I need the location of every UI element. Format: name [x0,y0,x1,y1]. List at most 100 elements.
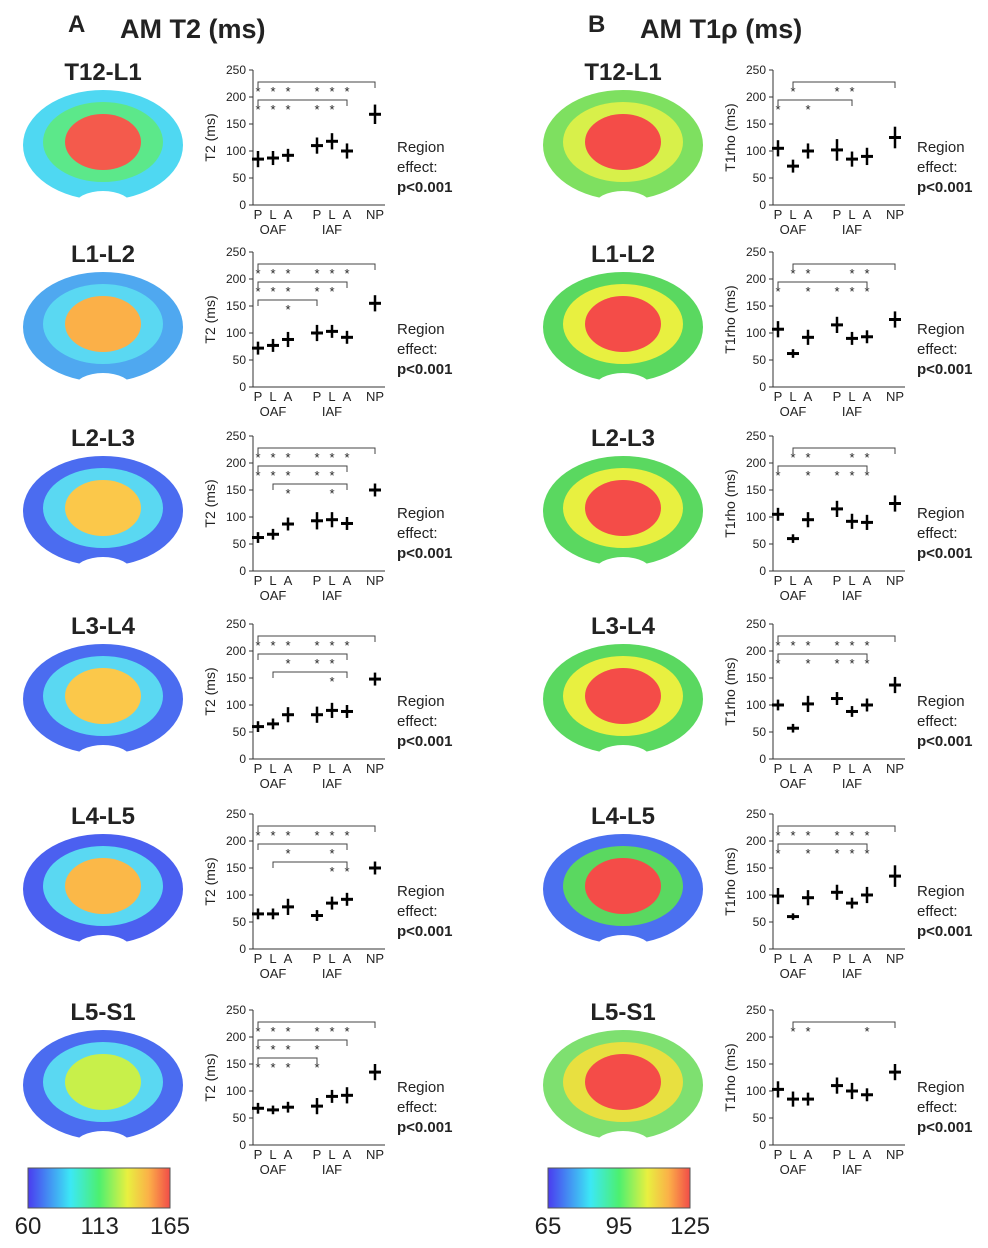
sig-star: * [849,284,854,299]
y-tick-label: 100 [746,1084,766,1098]
y-axis-label: T2 (ms) [202,1053,218,1101]
x-tick-label: L [789,951,796,966]
sig-star: * [849,266,854,281]
y-tick-label: 250 [746,807,766,821]
x-tick-label: A [804,951,813,966]
y-tick-label: 250 [226,429,246,443]
x-tick-label: L [789,761,796,776]
x-tick-label: A [863,573,872,588]
disc-notch [595,191,651,219]
sig-star: * [285,302,290,317]
sig-star: * [255,1024,260,1039]
y-tick-label: 50 [753,1111,767,1125]
y-tick-label: 150 [746,1057,766,1071]
disc-notch [595,745,651,773]
region-effect: Region [917,693,965,710]
sig-star: * [805,468,810,483]
disc-nucleus [585,1054,661,1110]
sig-star: * [270,1042,275,1057]
figure: AAM T2 (ms)60113165BAM T1ρ (ms)6595125T1… [0,0,988,1243]
panel-title: AM T1ρ (ms) [640,14,802,44]
disc-nucleus [585,858,661,914]
sig-star: * [314,1024,319,1039]
group-label: OAF [780,222,807,237]
sig-star: * [255,1060,260,1075]
sig-star: * [329,674,334,689]
sig-star: * [285,828,290,843]
x-tick-label: P [833,761,842,776]
level-label: L2-L3 [71,425,135,452]
disc-nucleus [585,114,661,170]
sig-star: * [834,846,839,861]
region-effect: p<0.001 [397,179,452,196]
sig-star: * [790,638,795,653]
group-label: IAF [322,966,342,981]
y-axis-label: T2 (ms) [202,295,218,343]
panel-letter: A [68,11,85,38]
group-label: OAF [260,588,287,603]
x-tick-label: P [774,1147,783,1162]
sig-star: * [314,1042,319,1057]
sig-star: * [834,638,839,653]
level-label: L1-L2 [591,241,655,268]
x-tick-label: P [254,389,263,404]
disc-nucleus [65,858,141,914]
x-tick-label: L [269,389,276,404]
disc-notch [75,745,131,773]
sig-bracket [273,862,347,868]
y-tick-label: 250 [746,1003,766,1017]
x-tick-label: L [789,573,796,588]
y-tick-label: 250 [226,1003,246,1017]
sig-star: * [329,656,334,671]
y-tick-label: 0 [759,752,766,766]
colorbar [28,1168,170,1208]
disc-notch [75,557,131,585]
region-effect: Region [917,505,965,522]
sig-star: * [805,638,810,653]
region-effect: effect: [397,341,438,358]
x-tick-label: NP [886,207,904,222]
x-tick-label: P [833,389,842,404]
region-effect: p<0.001 [397,733,452,750]
sig-star: * [285,266,290,281]
region-effect: p<0.001 [917,179,972,196]
group-label: OAF [780,1162,807,1177]
sig-star: * [255,84,260,99]
y-tick-label: 150 [226,861,246,875]
y-tick-label: 100 [226,510,246,524]
colorbar-tick-label: 165 [150,1213,190,1240]
x-tick-label: A [343,761,352,776]
x-tick-label: P [254,951,263,966]
sig-star: * [329,1024,334,1039]
sig-star: * [344,450,349,465]
x-tick-label: NP [886,389,904,404]
x-tick-label: NP [886,761,904,776]
sig-star: * [344,638,349,653]
disc-nucleus [65,668,141,724]
sig-star: * [805,266,810,281]
y-tick-label: 250 [746,429,766,443]
sig-star: * [270,1024,275,1039]
y-tick-label: 50 [753,725,767,739]
level-label: L3-L4 [71,613,136,640]
group-label: IAF [322,222,342,237]
disc-nucleus [585,668,661,724]
x-tick-label: A [863,207,872,222]
region-effect: effect: [397,713,438,730]
x-tick-label: P [833,951,842,966]
y-tick-label: 100 [746,888,766,902]
disc-nucleus [585,480,661,536]
disc-nucleus [65,1054,141,1110]
y-tick-label: 50 [233,1111,247,1125]
sig-star: * [270,284,275,299]
level-label: L4-L5 [71,803,135,830]
y-axis-label: T1rho (ms) [722,103,738,171]
sig-star: * [314,450,319,465]
x-tick-label: P [313,1147,322,1162]
group-label: IAF [842,776,862,791]
y-tick-label: 200 [746,644,766,658]
y-tick-label: 200 [746,272,766,286]
x-tick-label: P [254,573,263,588]
group-label: IAF [322,1162,342,1177]
sig-star: * [329,84,334,99]
